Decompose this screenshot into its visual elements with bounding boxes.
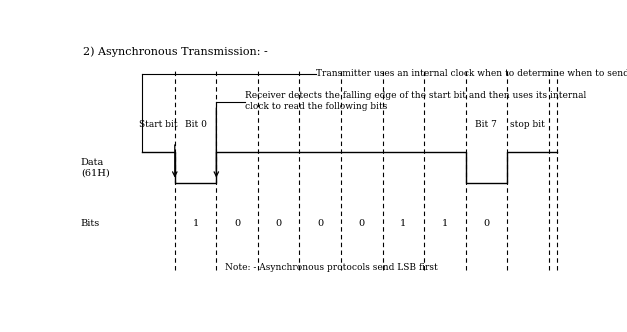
Text: 1: 1 <box>441 219 448 228</box>
Text: Transmitter uses an internal clock when to determine when to send each bit: Transmitter uses an internal clock when … <box>316 69 627 78</box>
Text: Receiver detects the falling edge of the start bit and then uses its internal
cl: Receiver detects the falling edge of the… <box>245 92 587 111</box>
Text: Bit 0: Bit 0 <box>184 120 206 129</box>
Text: 1: 1 <box>400 219 406 228</box>
Text: Bit 7: Bit 7 <box>475 120 497 129</box>
Text: 0: 0 <box>483 219 490 228</box>
Text: 0: 0 <box>234 219 240 228</box>
Text: Start bit: Start bit <box>139 120 177 129</box>
Text: 2) Asynchronous Transmission: -: 2) Asynchronous Transmission: - <box>83 46 268 57</box>
Text: 0: 0 <box>276 219 282 228</box>
Text: Bits: Bits <box>81 219 100 228</box>
Text: Note: - Asynchronous protocols send LSB first: Note: - Asynchronous protocols send LSB … <box>224 263 438 272</box>
Text: Data
(61H): Data (61H) <box>81 158 110 177</box>
Text: 1: 1 <box>192 219 199 228</box>
Text: 0: 0 <box>359 219 365 228</box>
Text: 0: 0 <box>317 219 324 228</box>
Text: stop bit: stop bit <box>510 120 545 129</box>
